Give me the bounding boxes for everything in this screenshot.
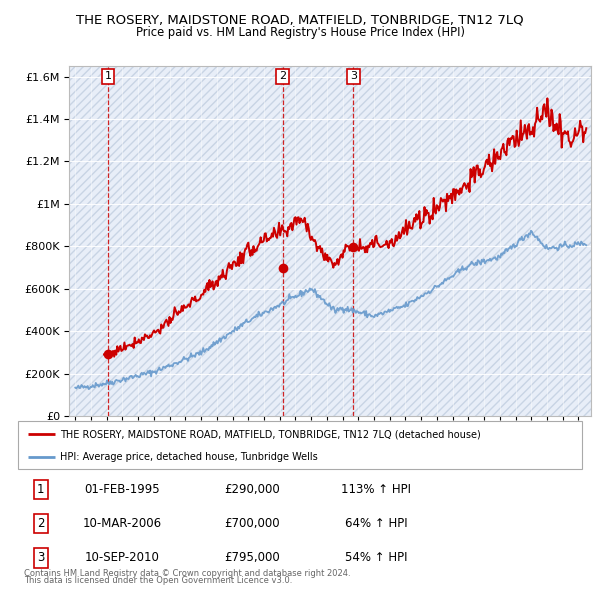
FancyBboxPatch shape [18, 421, 582, 469]
Text: 113% ↑ HPI: 113% ↑ HPI [341, 483, 411, 496]
Text: 3: 3 [37, 551, 44, 564]
Text: 2: 2 [279, 71, 286, 81]
Text: THE ROSERY, MAIDSTONE ROAD, MATFIELD, TONBRIDGE, TN12 7LQ: THE ROSERY, MAIDSTONE ROAD, MATFIELD, TO… [76, 14, 524, 27]
Text: 3: 3 [350, 71, 357, 81]
Text: Price paid vs. HM Land Registry's House Price Index (HPI): Price paid vs. HM Land Registry's House … [136, 26, 464, 39]
Text: £700,000: £700,000 [224, 517, 280, 530]
Text: 1: 1 [104, 71, 112, 81]
Text: £795,000: £795,000 [224, 551, 280, 564]
Text: 01-FEB-1995: 01-FEB-1995 [85, 483, 160, 496]
Text: 64% ↑ HPI: 64% ↑ HPI [345, 517, 407, 530]
Text: Contains HM Land Registry data © Crown copyright and database right 2024.: Contains HM Land Registry data © Crown c… [24, 569, 350, 578]
Text: HPI: Average price, detached house, Tunbridge Wells: HPI: Average price, detached house, Tunb… [60, 452, 318, 462]
Text: 10-SEP-2010: 10-SEP-2010 [85, 551, 160, 564]
Text: 2: 2 [37, 517, 44, 530]
Text: THE ROSERY, MAIDSTONE ROAD, MATFIELD, TONBRIDGE, TN12 7LQ (detached house): THE ROSERY, MAIDSTONE ROAD, MATFIELD, TO… [60, 429, 481, 439]
Text: This data is licensed under the Open Government Licence v3.0.: This data is licensed under the Open Gov… [24, 576, 292, 585]
Text: 54% ↑ HPI: 54% ↑ HPI [345, 551, 407, 564]
Text: £290,000: £290,000 [224, 483, 280, 496]
Text: 1: 1 [37, 483, 44, 496]
Text: 10-MAR-2006: 10-MAR-2006 [83, 517, 162, 530]
